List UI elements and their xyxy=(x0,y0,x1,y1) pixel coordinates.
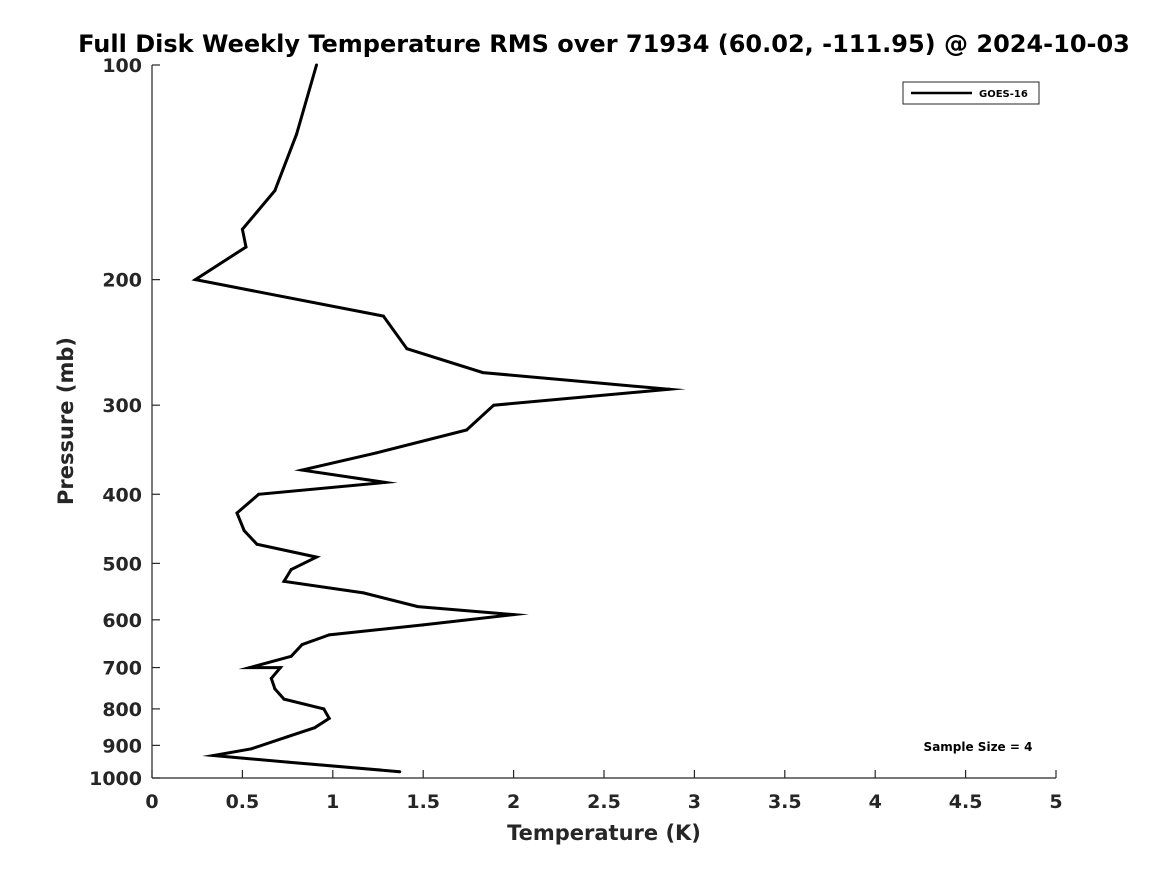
data-point xyxy=(374,451,378,455)
data-point xyxy=(313,726,317,730)
data-point xyxy=(667,387,671,391)
y-tick-label: 200 xyxy=(102,270,142,292)
data-point xyxy=(295,132,299,136)
data-point xyxy=(327,633,331,637)
y-tick-label: 300 xyxy=(102,395,142,417)
sample-size-annotation: Sample Size = 4 xyxy=(924,740,1033,754)
data-point xyxy=(300,468,304,472)
y-axis-label: Pressure (mb) xyxy=(54,337,78,505)
data-point xyxy=(282,697,286,701)
data-point xyxy=(244,245,248,249)
data-point xyxy=(269,676,273,680)
x-tick-label: 4 xyxy=(869,791,882,813)
x-tick-label: 1 xyxy=(326,791,339,813)
data-point xyxy=(381,314,385,318)
y-axis-ticks: 100 200 300 400 500 600 700 800 900 1000 xyxy=(89,55,160,790)
data-point xyxy=(289,654,293,658)
data-point xyxy=(512,613,516,617)
x-tick-label: 1.5 xyxy=(406,791,440,813)
data-point xyxy=(421,623,425,627)
x-tick-label: 2.5 xyxy=(587,791,621,813)
legend: GOES-16 xyxy=(902,81,1040,105)
data-point xyxy=(383,480,387,484)
x-tick-label: 0.5 xyxy=(226,791,260,813)
data-point xyxy=(405,347,409,351)
data-point xyxy=(235,511,239,515)
data-point xyxy=(315,555,318,559)
data-point xyxy=(481,371,485,375)
data-point xyxy=(465,428,469,432)
series-layer xyxy=(191,63,686,774)
data-point xyxy=(286,735,290,739)
y-tick-label: 800 xyxy=(102,699,142,721)
data-point xyxy=(278,666,282,670)
x-axis-label: Temperature (K) xyxy=(507,821,701,845)
y-tick-label: 400 xyxy=(102,484,142,506)
x-tick-label: 2 xyxy=(507,791,520,813)
data-point xyxy=(282,579,286,583)
data-point xyxy=(273,687,277,691)
data-point xyxy=(315,63,318,67)
data-point xyxy=(257,492,261,496)
x-tick-label: 4.5 xyxy=(949,791,983,813)
data-point xyxy=(248,666,252,670)
data-point xyxy=(193,278,197,282)
data-point xyxy=(362,591,365,595)
chart-title: Full Disk Weekly Temperature RMS over 71… xyxy=(78,30,1130,58)
data-point xyxy=(322,707,326,711)
x-tick-label: 0 xyxy=(145,791,158,813)
y-tick-label: 1000 xyxy=(89,768,142,790)
data-point xyxy=(273,189,277,193)
data-point xyxy=(240,227,244,231)
y-tick-label: 700 xyxy=(102,658,142,680)
data-point xyxy=(242,529,246,533)
data-point xyxy=(255,542,259,546)
legend-entry-goes-16: GOES-16 xyxy=(979,89,1028,100)
data-point xyxy=(286,760,290,764)
x-tick-label: 5 xyxy=(1049,791,1062,813)
x-tick-label: 3.5 xyxy=(768,791,802,813)
series-line-goes-16 xyxy=(191,64,686,774)
y-tick-label: 500 xyxy=(102,553,142,575)
y-tick-label: 100 xyxy=(102,55,142,77)
data-point xyxy=(249,747,253,751)
data-point xyxy=(212,754,215,757)
data-point xyxy=(416,605,420,609)
y-tick-label: 600 xyxy=(102,610,142,632)
data-point xyxy=(327,716,331,720)
data-point xyxy=(300,643,304,647)
y-tick-label: 900 xyxy=(102,735,142,757)
x-axis-ticks: 0 0.5 1 1.5 2 2.5 3 3.5 4 4.5 5 xyxy=(145,770,1063,813)
data-point xyxy=(289,568,293,571)
data-point xyxy=(398,770,402,774)
data-point xyxy=(492,403,496,407)
x-tick-label: 3 xyxy=(688,791,701,813)
